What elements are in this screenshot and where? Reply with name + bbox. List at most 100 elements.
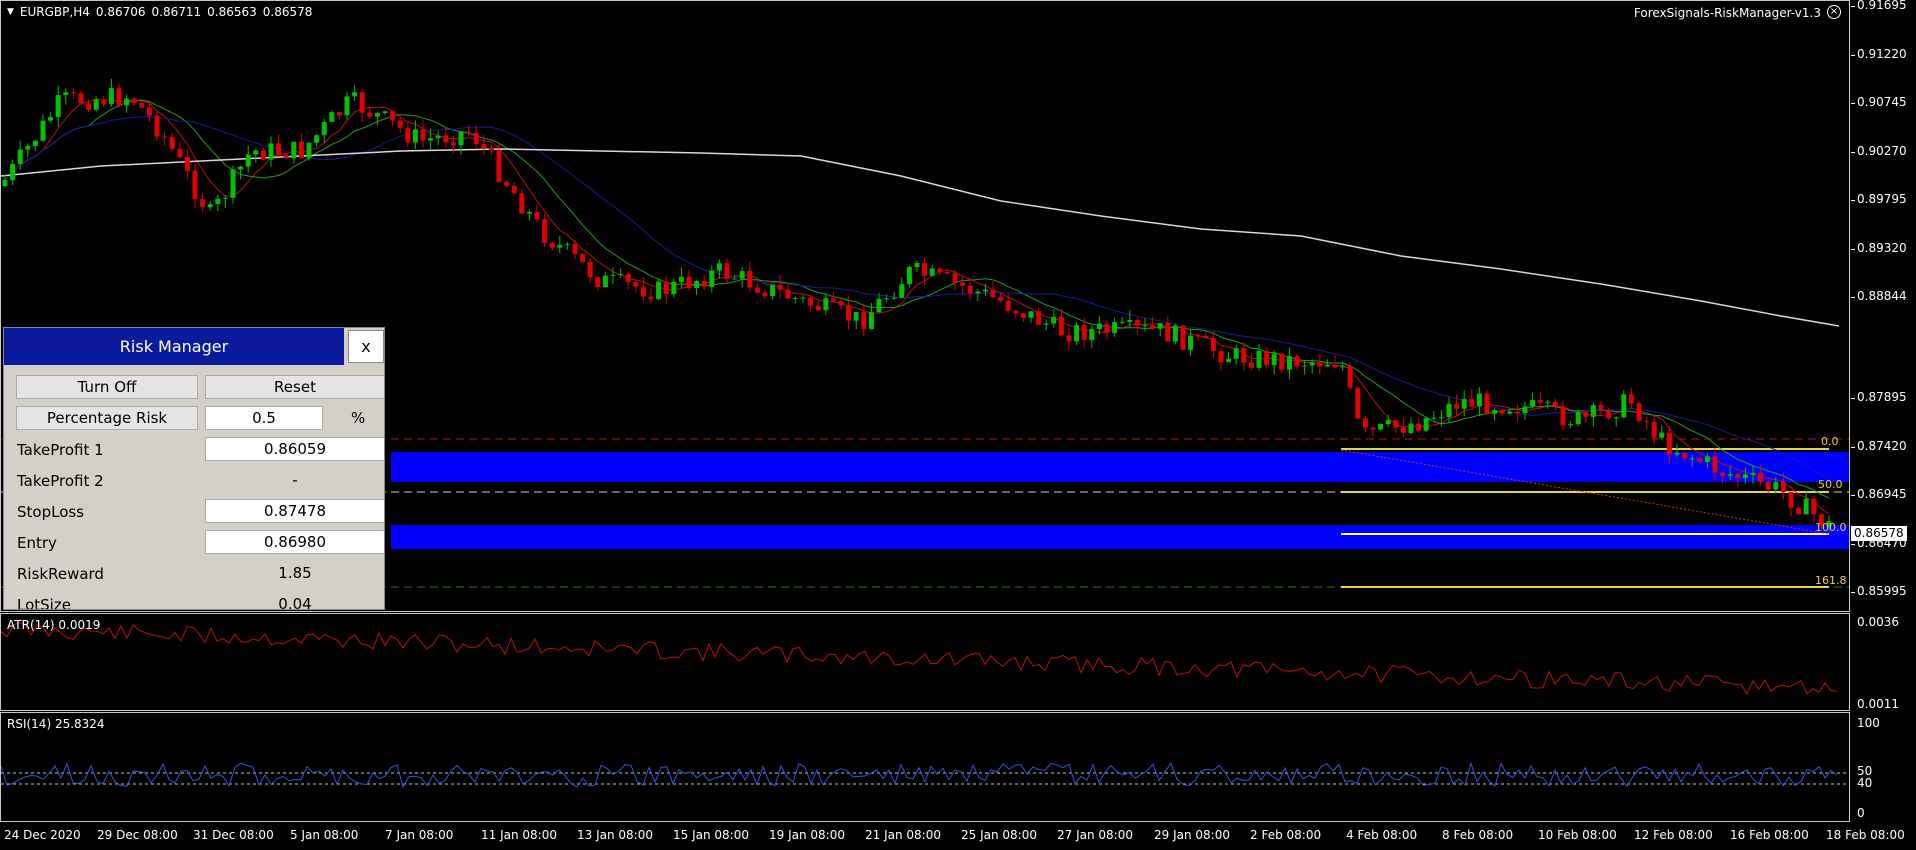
- candle-body: [754, 287, 760, 293]
- candle-body: [580, 253, 586, 262]
- rm-row-percentage-risk: Percentage Risk 0.5 %: [11, 406, 384, 432]
- fibo-label-50: 50.0: [1818, 478, 1843, 491]
- candle-body: [1355, 387, 1361, 419]
- candle-body: [823, 298, 829, 311]
- candle-body: [1210, 338, 1216, 352]
- candle-body: [899, 284, 905, 298]
- candle-body: [1385, 420, 1391, 424]
- candle-body: [1127, 320, 1133, 322]
- candle-body: [1492, 410, 1498, 414]
- candle-body: [1332, 365, 1338, 368]
- atr-pane[interactable]: ATR(14) 0.0019: [0, 613, 1850, 711]
- turn-off-button[interactable]: Turn Off: [16, 375, 198, 399]
- atr-line: [1, 621, 1838, 695]
- percentage-risk-button[interactable]: Percentage Risk: [16, 406, 198, 430]
- rsi-pane[interactable]: RSI(14) 25.8324: [0, 712, 1850, 822]
- candle-body: [177, 148, 183, 158]
- risk-manager-panel: Risk Manager x Turn Off Reset Percentage…: [3, 327, 385, 610]
- time-label: 19 Jan 08:00: [769, 828, 845, 842]
- candle-body: [1674, 452, 1680, 455]
- entry-input[interactable]: 0.86980: [205, 530, 384, 554]
- risk-manager-close-button[interactable]: x: [348, 330, 384, 363]
- candle-body: [610, 274, 616, 276]
- candle-body: [800, 297, 806, 299]
- candle-body: [488, 148, 494, 151]
- candle-body: [998, 297, 1004, 301]
- candle-body: [861, 312, 867, 330]
- candle-body: [1507, 411, 1513, 414]
- reset-button[interactable]: Reset: [205, 375, 384, 399]
- candle-body: [1416, 423, 1422, 431]
- candle-body: [1005, 300, 1011, 311]
- risk-manager-title[interactable]: Risk Manager: [4, 328, 344, 365]
- price-label: 0.88844: [1857, 289, 1907, 303]
- candle-body: [1613, 417, 1619, 419]
- fibo-trendline: [1340, 449, 1830, 535]
- candle-body: [1499, 410, 1505, 414]
- candle-body: [207, 204, 213, 208]
- candle-body: [344, 96, 350, 116]
- fibo-label-100: 100.0: [1815, 521, 1847, 534]
- candle-body: [78, 93, 84, 104]
- stoploss-input[interactable]: 0.87478: [205, 499, 384, 523]
- candle-body: [1393, 420, 1399, 428]
- candle-body: [1066, 335, 1072, 342]
- candle-body: [1598, 405, 1604, 410]
- candle-body: [1271, 353, 1277, 366]
- candle-body: [534, 211, 540, 220]
- indicator-close-icon[interactable]: ×: [1827, 5, 1841, 19]
- candle-body: [1628, 394, 1634, 404]
- candle-body: [777, 284, 783, 290]
- candle-body: [1400, 427, 1406, 433]
- price-label: 0.89320: [1857, 241, 1907, 255]
- candle-body: [1248, 362, 1254, 368]
- tp1-input[interactable]: 0.86059: [205, 437, 384, 461]
- candle-body: [1142, 325, 1148, 327]
- candle-body: [1446, 403, 1452, 418]
- candle-body: [70, 92, 76, 94]
- candle-body: [1484, 393, 1490, 414]
- candle-body: [1545, 401, 1551, 403]
- candle-body: [397, 120, 403, 128]
- candle-body: [260, 150, 266, 160]
- candle-body: [633, 282, 639, 287]
- candle-body: [1666, 432, 1672, 455]
- price-label: 0.87420: [1857, 439, 1907, 453]
- time-axis[interactable]: 24 Dec 2020 29 Dec 08:00 31 Dec 08:00 5 …: [0, 822, 1905, 850]
- low-price: 0.86563: [207, 5, 257, 19]
- dropdown-triangle-icon[interactable]: ▼: [7, 7, 14, 17]
- candle-body: [1028, 311, 1034, 318]
- candle-body: [146, 107, 152, 116]
- candle-body: [359, 92, 365, 113]
- percentage-risk-input[interactable]: 0.5: [205, 406, 323, 430]
- candle-body: [1727, 474, 1733, 476]
- time-label: 12 Feb 08:00: [1634, 828, 1713, 842]
- candle-body: [1089, 329, 1095, 340]
- time-label: 7 Jan 08:00: [385, 828, 454, 842]
- candle-body: [329, 112, 335, 122]
- open-price: 0.86706: [95, 5, 146, 19]
- price-axis[interactable]: 0.91695 0.91220 0.90745 0.90270 0.89795 …: [1851, 0, 1916, 822]
- candle-body: [336, 112, 342, 116]
- candle-body: [648, 296, 654, 300]
- tp1-label: TakeProfit 1: [17, 441, 104, 459]
- candle-body: [245, 154, 251, 167]
- close-price: 0.86578: [262, 5, 313, 19]
- rm-row-stoploss: StopLoss 0.87478: [11, 499, 384, 525]
- candle-body: [169, 137, 175, 149]
- candle-body: [291, 141, 297, 159]
- candle-body: [1826, 521, 1832, 527]
- candle-body: [466, 131, 472, 133]
- candle-body: [1165, 322, 1171, 342]
- candle-body: [990, 289, 996, 298]
- candle-body: [32, 140, 38, 147]
- candle-body: [108, 88, 114, 104]
- candle-body: [1780, 482, 1786, 493]
- candle-body: [1362, 418, 1368, 428]
- candle-body: [732, 278, 738, 280]
- candle-body: [1438, 417, 1444, 419]
- candle-body: [238, 166, 244, 170]
- candle-body: [1704, 456, 1710, 462]
- symbol-label: EURGBP,H4: [19, 5, 90, 19]
- candle-body: [1157, 322, 1163, 329]
